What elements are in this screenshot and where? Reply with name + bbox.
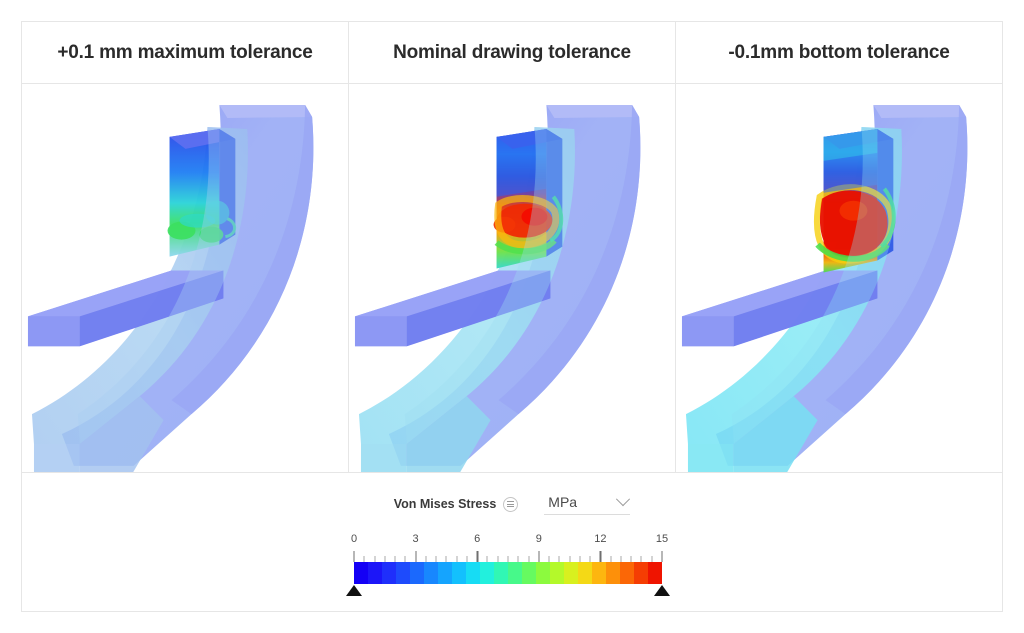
minor-tick xyxy=(435,556,437,562)
fea-model-max-tolerance xyxy=(27,105,314,472)
colorbar-band-6 xyxy=(438,562,452,584)
minor-tick xyxy=(610,556,612,562)
colorbar-band-2 xyxy=(382,562,396,584)
minor-tick xyxy=(548,556,550,562)
legend-controls: Von Mises Stress MPa xyxy=(394,491,631,517)
major-tick xyxy=(538,551,540,562)
minor-tick xyxy=(404,556,406,562)
colorbar-band-10 xyxy=(494,562,508,584)
colorbar-band-9 xyxy=(480,562,494,584)
minor-tick xyxy=(456,556,458,562)
colorbar-label-12: 12 xyxy=(594,533,607,545)
minor-tick xyxy=(589,556,591,562)
colorbar-band-15 xyxy=(564,562,578,584)
colorbar-band-8 xyxy=(466,562,480,584)
legend-area: Von Mises Stress MPa 0 3 6 9 12 15 xyxy=(22,473,1002,611)
major-tick xyxy=(599,551,602,562)
range-max-handle[interactable] xyxy=(654,585,670,596)
minor-tick xyxy=(374,556,376,562)
panel-bottom-tolerance[interactable]: -0.1mm bottom tolerance xyxy=(675,22,1002,472)
minor-tick xyxy=(384,556,386,562)
minor-tick xyxy=(394,556,396,562)
colorbar-ticks xyxy=(342,551,682,562)
minor-tick xyxy=(486,556,488,562)
minor-tick xyxy=(558,556,560,562)
minor-tick xyxy=(445,556,447,562)
colorbar-band-18 xyxy=(606,562,620,584)
viewport-max-tolerance[interactable] xyxy=(22,84,348,472)
minor-tick xyxy=(569,556,571,562)
chevron-down-icon xyxy=(616,491,631,506)
panel-title-nominal-tolerance: Nominal drawing tolerance xyxy=(393,41,631,63)
minor-tick xyxy=(497,556,499,562)
minor-tick xyxy=(620,556,622,562)
colorbar-tick-labels: 0 3 6 9 12 15 xyxy=(342,533,682,549)
colorbar-gradient xyxy=(354,562,662,584)
panel-header-bottom-tolerance: -0.1mm bottom tolerance xyxy=(676,22,1002,84)
minor-tick xyxy=(466,556,468,562)
major-tick xyxy=(415,551,417,562)
unit-select[interactable]: MPa xyxy=(544,491,631,515)
simulation-panels-row: +0.1 mm maximum tolerance xyxy=(22,22,1002,473)
colorbar-label-9: 9 xyxy=(535,533,542,545)
colorbar-band-4 xyxy=(410,562,424,584)
colorbar-band-5 xyxy=(424,562,438,584)
fea-model-nominal-tolerance xyxy=(354,105,641,472)
viewport-bottom-tolerance[interactable] xyxy=(676,84,1002,472)
minor-tick xyxy=(640,556,642,562)
colorbar-band-13 xyxy=(536,562,550,584)
panel-title-max-tolerance: +0.1 mm maximum tolerance xyxy=(57,41,313,63)
minor-tick xyxy=(425,556,427,562)
legend-label-group: Von Mises Stress xyxy=(393,496,519,512)
panel-nominal-tolerance[interactable]: Nominal drawing tolerance xyxy=(348,22,675,472)
colorbar-band-20 xyxy=(634,562,648,584)
colorbar-label-6: 6 xyxy=(474,533,481,545)
minor-tick xyxy=(507,556,509,562)
colorbar-label-0: 0 xyxy=(350,533,358,545)
colorbar[interactable]: 0 3 6 9 12 15 xyxy=(342,533,682,599)
minor-tick xyxy=(363,556,365,562)
colorbar-band-0 xyxy=(354,562,368,584)
legend-quantity-label: Von Mises Stress xyxy=(393,497,497,511)
viewport-nominal-tolerance[interactable] xyxy=(349,84,675,472)
panel-title-bottom-tolerance: -0.1mm bottom tolerance xyxy=(728,41,950,63)
list-icon[interactable] xyxy=(503,496,519,512)
major-tick xyxy=(353,551,355,562)
colorbar-label-3: 3 xyxy=(412,533,419,545)
minor-tick xyxy=(579,556,581,562)
unit-select-value: MPa xyxy=(548,493,578,510)
colorbar-band-16 xyxy=(578,562,592,584)
major-tick xyxy=(476,551,479,562)
colorbar-band-12 xyxy=(522,562,536,584)
minor-tick xyxy=(517,556,519,562)
colorbar-label-15: 15 xyxy=(655,533,669,545)
colorbar-band-17 xyxy=(592,562,606,584)
colorbar-band-14 xyxy=(550,562,564,584)
range-min-handle[interactable] xyxy=(346,585,362,596)
minor-tick xyxy=(651,556,653,562)
colorbar-band-11 xyxy=(508,562,522,584)
colorbar-range-handles[interactable] xyxy=(342,584,682,597)
colorbar-band-1 xyxy=(368,562,382,584)
panel-header-max-tolerance: +0.1 mm maximum tolerance xyxy=(22,22,348,84)
panel-header-nominal-tolerance: Nominal drawing tolerance xyxy=(349,22,675,84)
fea-model-bottom-tolerance xyxy=(681,105,968,472)
colorbar-band-3 xyxy=(396,562,410,584)
colorbar-band-7 xyxy=(452,562,466,584)
minor-tick xyxy=(528,556,530,562)
colorbar-band-19 xyxy=(620,562,634,584)
major-tick xyxy=(661,551,663,562)
minor-tick xyxy=(630,556,632,562)
results-card: +0.1 mm maximum tolerance xyxy=(21,21,1003,612)
colorbar-band-21 xyxy=(648,562,662,584)
panel-max-tolerance[interactable]: +0.1 mm maximum tolerance xyxy=(22,22,348,472)
